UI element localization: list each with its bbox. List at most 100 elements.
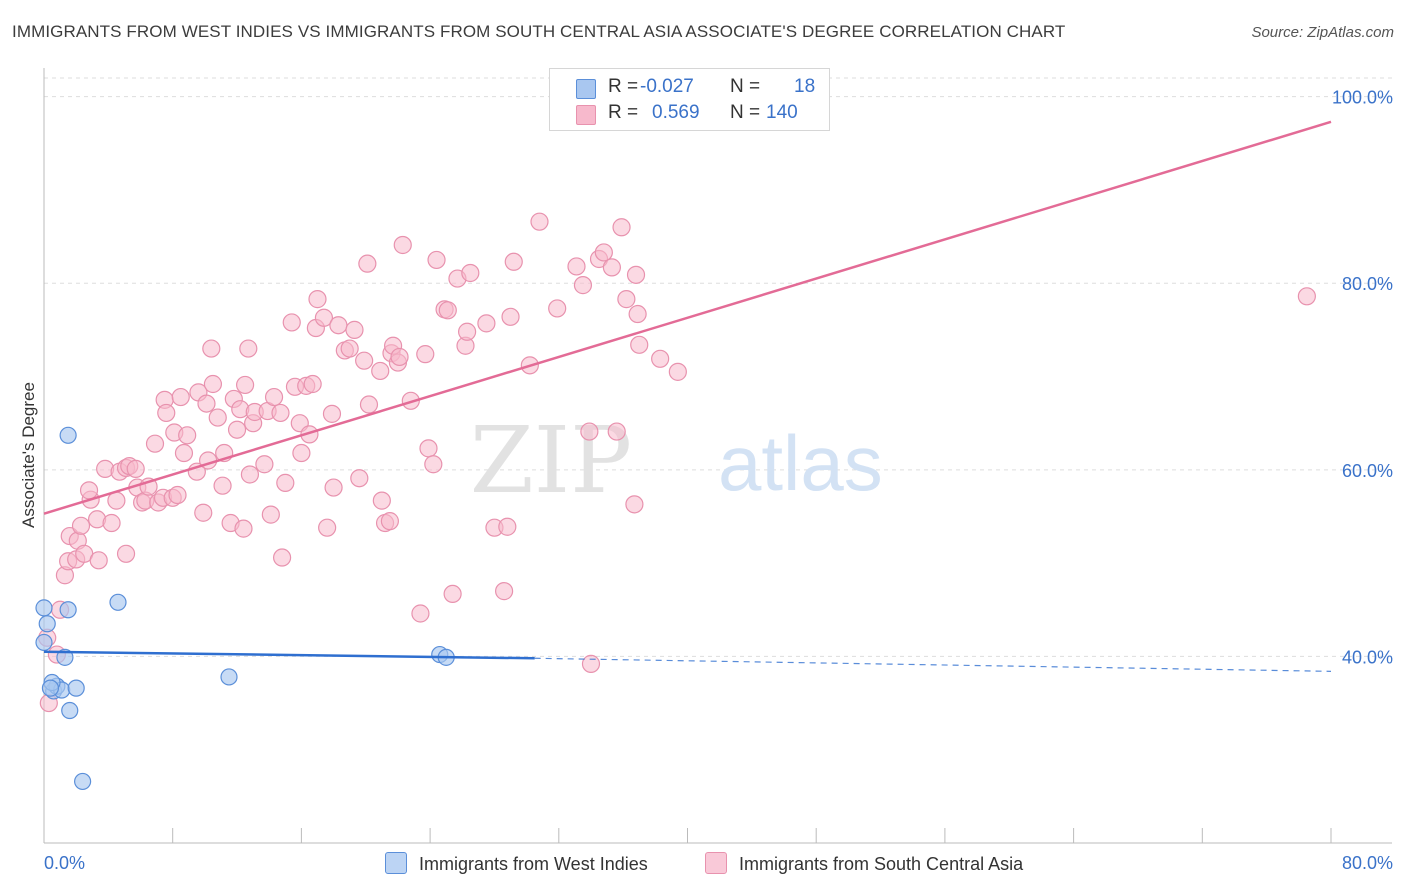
pink-point xyxy=(350,469,369,488)
pink-point xyxy=(264,387,284,407)
pink-point xyxy=(651,349,670,368)
pink-trend-line xyxy=(43,120,1332,515)
pink-point xyxy=(355,351,374,370)
pink-point xyxy=(208,408,227,427)
pink-point xyxy=(626,265,646,284)
pink-point xyxy=(390,347,409,367)
source-label: Source: ZipAtlas.com xyxy=(1251,24,1394,41)
blue-series-points xyxy=(35,426,455,791)
pink-point xyxy=(628,304,647,324)
pink-point xyxy=(174,443,194,463)
pink-point xyxy=(416,345,435,364)
pink-point xyxy=(261,505,280,524)
pink-point xyxy=(102,513,121,533)
pink-point xyxy=(322,404,342,423)
n-label: N = xyxy=(730,76,761,97)
pink-point xyxy=(202,339,221,358)
pink-point xyxy=(443,584,462,604)
pink-point xyxy=(625,495,644,514)
pink-point xyxy=(345,320,364,339)
pink-point xyxy=(581,654,601,673)
pink-point xyxy=(234,519,253,538)
pink-point xyxy=(89,551,108,570)
pink-point xyxy=(235,375,255,395)
pink-point xyxy=(240,465,260,484)
blue-trend-extension xyxy=(534,657,1332,672)
pink-point xyxy=(239,339,258,358)
r-label: R = xyxy=(608,76,639,97)
pink-point xyxy=(594,243,613,262)
pink-point xyxy=(308,290,327,309)
pink-point xyxy=(318,518,337,537)
x-tick-label: 80.0% xyxy=(1342,853,1393,873)
pink-point xyxy=(548,299,567,318)
pink-point xyxy=(178,426,197,445)
pink-point xyxy=(303,374,322,394)
x-tick-label: 0.0% xyxy=(44,853,85,873)
pink-point xyxy=(458,322,477,341)
watermark: ZIP atlas xyxy=(470,407,883,514)
pink-point xyxy=(358,254,377,273)
pink-point xyxy=(419,439,438,458)
blue-point xyxy=(38,615,56,633)
pink-point xyxy=(272,548,292,567)
pink-point xyxy=(580,422,599,441)
blue-point xyxy=(59,601,77,619)
pink-point xyxy=(213,476,232,495)
pink-point xyxy=(393,235,412,255)
pink-point xyxy=(498,517,517,536)
pink-point xyxy=(372,491,391,510)
blue-swatch-icon xyxy=(576,79,596,99)
pink-point xyxy=(630,335,649,354)
legend-item-west-indies: Immigrants from West Indies xyxy=(385,852,648,875)
n-label: N = xyxy=(730,102,761,123)
pink-point xyxy=(197,394,216,413)
pink-point xyxy=(255,455,274,474)
r-value: -0.027 xyxy=(640,76,694,97)
pink-point xyxy=(461,263,480,283)
blue-point xyxy=(220,668,238,686)
pink-point xyxy=(501,307,520,326)
pink-point xyxy=(602,258,621,277)
y-tick-label: 60.0% xyxy=(1342,461,1393,481)
blue-point xyxy=(56,648,74,666)
pink-point xyxy=(203,374,223,394)
pink-point xyxy=(340,339,359,358)
pink-point xyxy=(371,361,390,381)
pink-point xyxy=(171,387,190,407)
pink-point xyxy=(477,314,496,333)
blue-point xyxy=(61,701,79,720)
pink-point xyxy=(617,290,636,309)
pink-point xyxy=(424,455,443,474)
blue-square-icon xyxy=(385,852,407,874)
n-value: 140 xyxy=(766,102,798,123)
pink-point xyxy=(324,478,343,497)
blue-trend-line xyxy=(43,650,535,660)
y-tick-label: 80.0% xyxy=(1342,274,1393,294)
pink-point xyxy=(427,250,446,270)
pink-point xyxy=(314,308,334,327)
pink-swatch-icon xyxy=(576,105,596,125)
watermark-atlas: atlas xyxy=(718,419,883,507)
pink-point xyxy=(504,252,523,271)
legend-label-south-central-asia: Immigrants from South Central Asia xyxy=(739,854,1024,874)
pink-point xyxy=(668,362,687,381)
pink-point xyxy=(194,503,213,522)
blue-point xyxy=(109,593,127,611)
pink-point xyxy=(126,459,145,478)
pink-point xyxy=(282,313,301,332)
pink-point xyxy=(116,544,136,563)
axes xyxy=(43,68,1392,844)
pink-point xyxy=(607,422,626,441)
pink-square-icon xyxy=(705,852,727,874)
pink-point xyxy=(530,212,549,231)
blue-point xyxy=(35,599,53,617)
r-value: 0.569 xyxy=(652,102,700,123)
blue-point xyxy=(59,426,77,444)
tick-labels: 40.0% 60.0% 80.0% 100.0% 0.0% 80.0% xyxy=(44,88,1393,873)
pink-point xyxy=(227,420,247,439)
pink-point xyxy=(380,512,399,531)
y-tick-label: 40.0% xyxy=(1342,647,1393,667)
trend-lines xyxy=(43,120,1332,672)
